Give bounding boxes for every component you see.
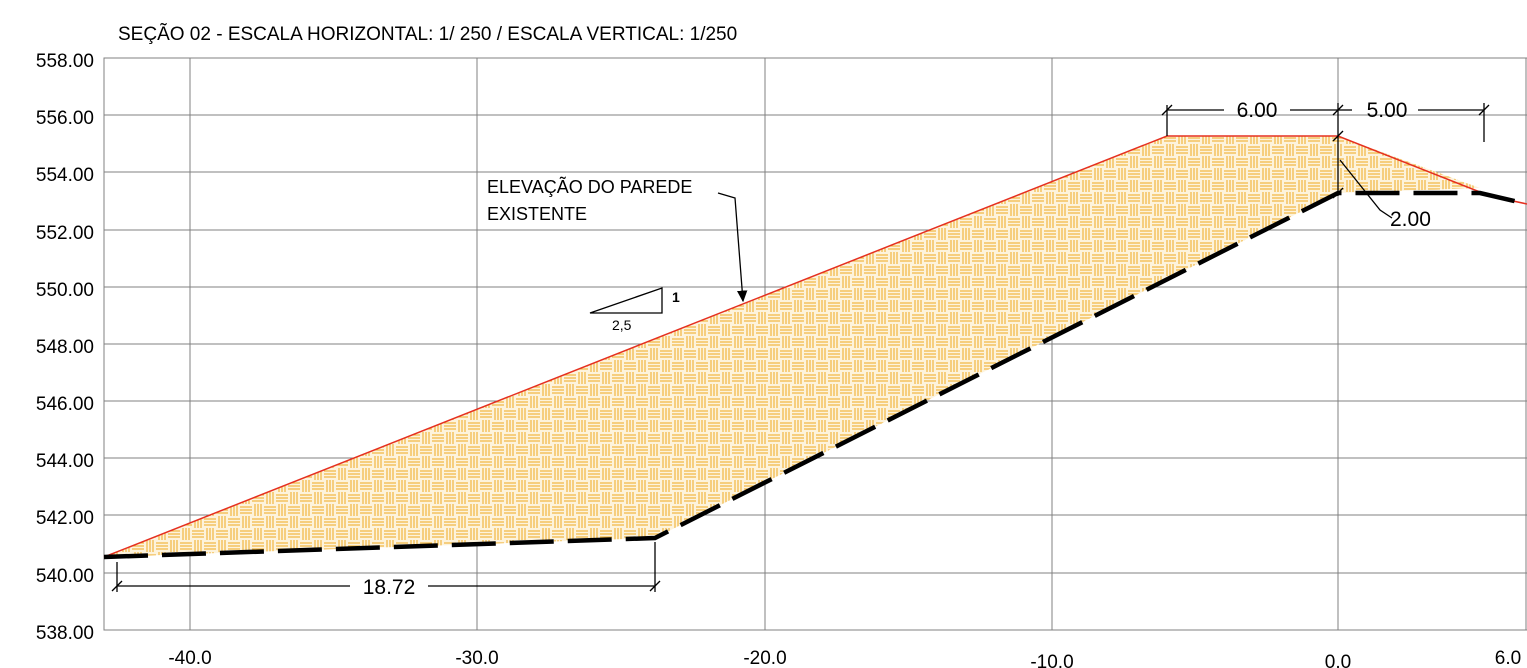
y-label-550: 550.00 (36, 280, 94, 301)
y-label-558: 558.00 (36, 51, 94, 72)
y-label-542: 542.00 (36, 508, 94, 529)
embankment-fill (104, 136, 1480, 557)
annotation-leader (717, 192, 748, 303)
slope-horizontal: 2,5 (612, 317, 632, 333)
x-axis-labels: -40.0 -30.0 -20.0 -10.0 0.0 6.0 (168, 648, 1521, 668)
y-label-538: 538.00 (36, 623, 94, 644)
slope-vertical: 1 (672, 289, 680, 305)
x-label-neg20: -20.0 (743, 648, 786, 668)
annotation-line-1: ELEVAÇÃO DO PAREDE (487, 176, 692, 197)
dimension-right-width-label: 5.00 (1367, 99, 1408, 122)
grid (103, 57, 1527, 631)
dimension-base-length (111, 542, 661, 592)
dimension-right-width (1338, 103, 1490, 142)
x-label-6: 6.0 (1495, 648, 1521, 668)
section-title: SEÇÃO 02 - ESCALA HORIZONTAL: 1/ 250 / E… (118, 23, 737, 45)
dimension-base-length-label: 18.72 (363, 576, 416, 599)
dimension-height (1332, 130, 1393, 219)
y-label-554: 554.00 (36, 165, 94, 186)
y-label-556: 556.00 (36, 108, 94, 129)
y-label-544: 544.00 (36, 451, 94, 472)
slope-triangle (589, 287, 663, 314)
x-label-neg10: -10.0 (1030, 652, 1073, 668)
x-label-neg40: -40.0 (168, 648, 211, 668)
y-label-546: 546.00 (36, 394, 94, 415)
y-label-548: 548.00 (36, 337, 94, 358)
y-label-552: 552.00 (36, 223, 94, 244)
dimension-height-label: 2.00 (1390, 208, 1431, 231)
x-label-neg30: -30.0 (455, 648, 498, 668)
y-label-540: 540.00 (36, 566, 94, 587)
dimension-crest-width-label: 6.00 (1237, 99, 1278, 122)
y-axis-labels: 558.00 556.00 554.00 552.00 550.00 548.0… (36, 51, 94, 644)
annotation-line-2: EXISTENTE (487, 204, 587, 224)
x-label-0: 0.0 (1325, 652, 1351, 668)
